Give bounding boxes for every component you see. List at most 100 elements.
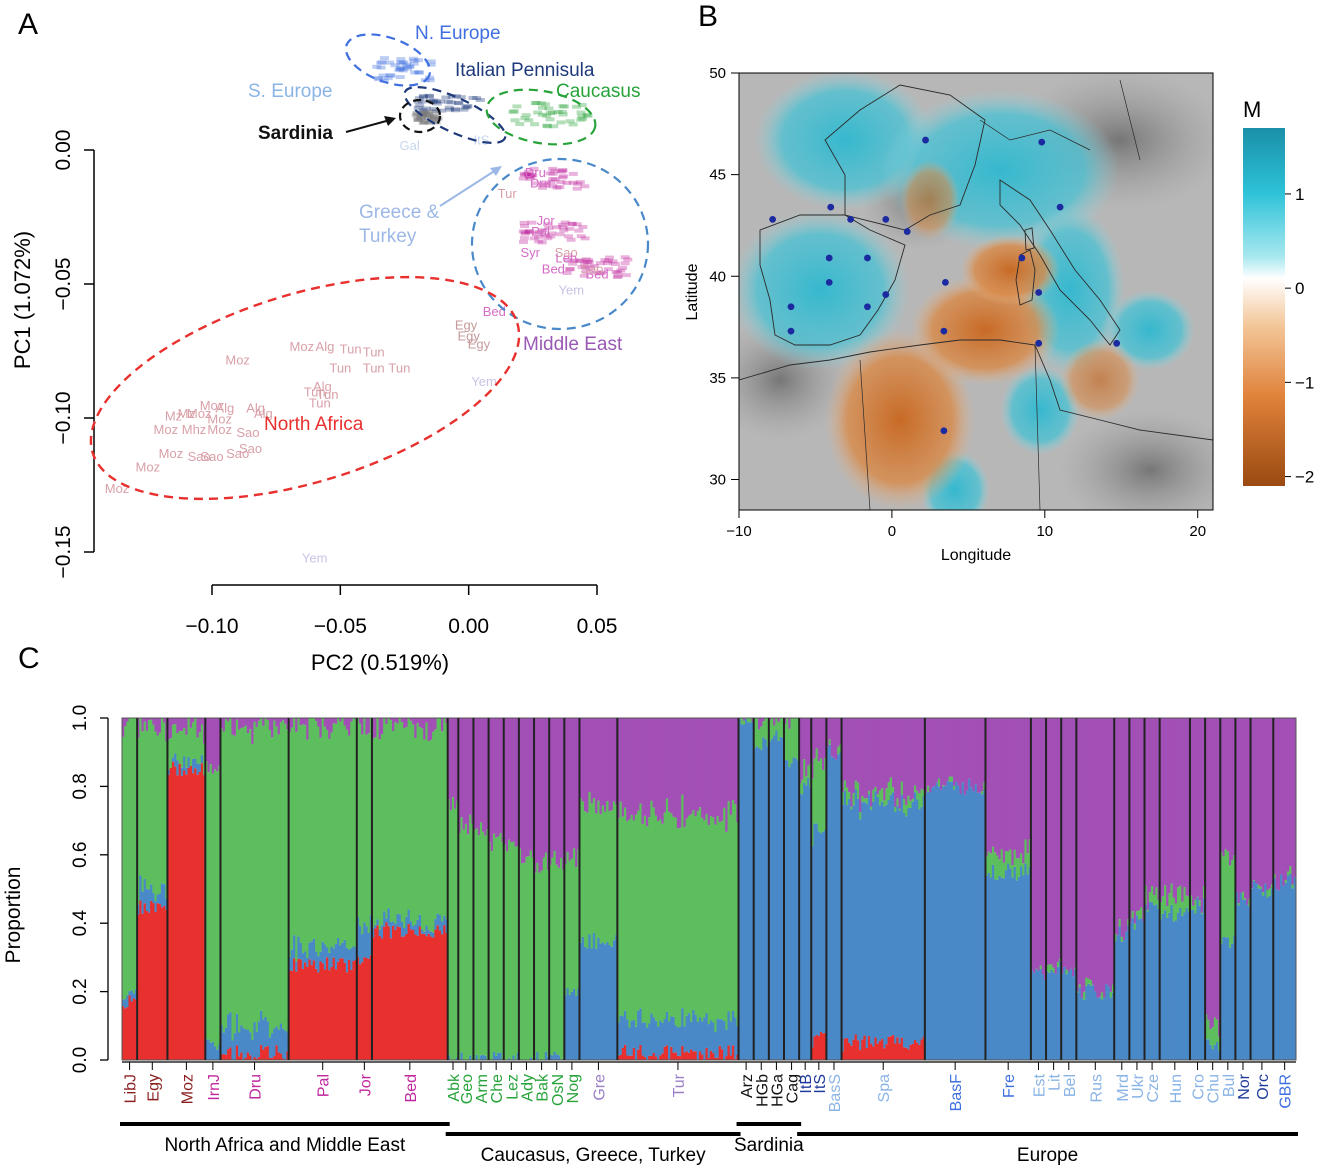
admixture-bar-segment — [595, 813, 598, 949]
admixture-bar-segment — [454, 718, 457, 809]
admixture-bar-segment — [837, 718, 840, 747]
admixture-bar-segment — [1205, 718, 1208, 1015]
admixture-bar-segment — [654, 815, 658, 1021]
admixture-bar-segment — [852, 718, 856, 793]
admixture-bar-segment — [279, 1053, 283, 1060]
admixture-bar-segment — [251, 718, 254, 744]
admixture-bar-segment — [1194, 718, 1197, 900]
admixture-bar-segment — [998, 859, 1002, 876]
admixture-bar-segment — [1176, 887, 1180, 913]
admixture-bar-segment — [213, 1046, 217, 1060]
admixture-bar-segment — [1017, 718, 1021, 859]
pca-point-label: Sao — [226, 446, 249, 461]
label-greece-turkey-2: Turkey — [359, 226, 417, 247]
admixture-bar-segment — [794, 718, 798, 759]
admixture-bar-segment — [407, 923, 411, 1060]
admixture-bar-segment — [196, 737, 200, 764]
admixture-bar-segment — [315, 720, 318, 952]
pca-cluster-point — [431, 120, 441, 125]
pca-y-tick-label: −0.05 — [52, 257, 75, 310]
admixture-bar-segment — [557, 718, 561, 868]
pca-point-label: Tun — [363, 344, 385, 359]
admixture-bar-segment — [266, 1046, 270, 1060]
admixture-bar-segment — [229, 1047, 232, 1060]
admixture-bar-segment — [1246, 718, 1249, 905]
admixture-bar-segment — [383, 911, 386, 927]
admixture-bar-segment — [371, 718, 375, 739]
admixture-bar-segment — [707, 1058, 711, 1060]
admixture-bar-segment — [297, 936, 301, 959]
admixture-bar-segment — [698, 1051, 702, 1060]
pca-cluster-point — [424, 75, 434, 80]
admixture-bar-segment — [301, 718, 305, 725]
admixture-bar-segment — [1226, 718, 1230, 852]
admixture-bar-segment — [460, 1052, 464, 1060]
admixture-bar-segment — [418, 718, 422, 728]
admixture-bar-segment — [872, 718, 875, 790]
admixture-bar-segment — [760, 718, 763, 727]
admixture-bar-segment — [564, 864, 567, 996]
admixture-bar-segment — [729, 1021, 733, 1056]
pca-point-label: Sao — [188, 449, 211, 464]
admixture-bar-segment — [1185, 895, 1189, 908]
admixture-bar-segment — [762, 718, 765, 722]
admixture-bar-segment — [1033, 972, 1036, 1060]
admixture-bar-segment — [301, 724, 305, 954]
admixture-bar-segment — [1196, 896, 1200, 898]
admixture-bar-segment — [1153, 718, 1156, 896]
pca-cluster-point — [433, 116, 443, 121]
admixture-bar-segment — [246, 718, 250, 733]
colorbar-tick-label: −2 — [1295, 468, 1314, 487]
population-label: Bak — [535, 1073, 552, 1102]
admixture-bar-segment — [260, 1010, 263, 1046]
admixture-bar-segment — [158, 893, 162, 905]
admixture-bar-segment — [216, 1049, 219, 1060]
admixture-bar-segment — [361, 734, 364, 935]
admixture-bar-segment — [783, 718, 787, 724]
sample-site-dot — [825, 254, 833, 262]
admixture-bar-segment — [240, 728, 243, 1026]
pca-cluster-point — [444, 105, 454, 110]
pca-cluster-point — [413, 105, 423, 110]
population-label: Arz — [739, 1074, 756, 1098]
admixture-bar-segment — [729, 814, 733, 1022]
admixture-bar-segment — [273, 718, 276, 721]
admixture-bar-segment — [1107, 986, 1111, 1060]
pca-cluster-point — [421, 119, 431, 124]
admixture-bar-segment — [716, 816, 720, 1019]
sample-site-dot — [827, 203, 835, 211]
admixture-bar-segment — [1166, 917, 1169, 1060]
admixture-bar-segment — [163, 905, 166, 1060]
admixture-bar-segment — [154, 911, 158, 1060]
pca-cluster-point — [608, 259, 618, 264]
admixture-bar-segment — [1030, 718, 1034, 971]
admixture-bar-segment — [1239, 718, 1243, 894]
pca-x-label: PC2 (0.519%) — [311, 650, 449, 675]
sample-site-dot — [1038, 138, 1046, 146]
admixture-bar-segment — [122, 999, 125, 1007]
admixture-bar-segment — [1189, 895, 1193, 910]
admixture-bar-segment — [679, 827, 682, 1027]
admixture-bar-segment — [403, 728, 406, 928]
admixture-bar-segment — [130, 1001, 134, 1060]
admixture-bar-segment — [991, 846, 995, 865]
admixture-bar-segment — [339, 718, 342, 722]
admixture-bar-segment — [1100, 718, 1104, 993]
population-label: Orc — [1255, 1074, 1272, 1100]
admixture-bar-segment — [130, 990, 134, 1002]
admixture-bar-segment — [1284, 880, 1288, 883]
admixture-bar-segment — [167, 718, 171, 740]
pca-cluster-point — [421, 111, 431, 116]
pca-point-label: Alg — [316, 339, 335, 354]
admixture-bar-segment — [832, 718, 836, 758]
admixture-bar-segment — [747, 722, 750, 1060]
admixture-bar-segment — [178, 730, 182, 764]
admixture-bar-segment — [863, 718, 867, 799]
admixture-bar-segment — [867, 718, 871, 791]
admixture-bar-segment — [628, 819, 631, 1028]
admixture-bar-segment — [268, 718, 272, 730]
admixture-bar-segment — [1215, 718, 1219, 1020]
admixture-bar-segment — [861, 1039, 864, 1060]
admixture-bar-segment — [994, 852, 997, 880]
admixture-bar-segment — [1103, 997, 1106, 1060]
